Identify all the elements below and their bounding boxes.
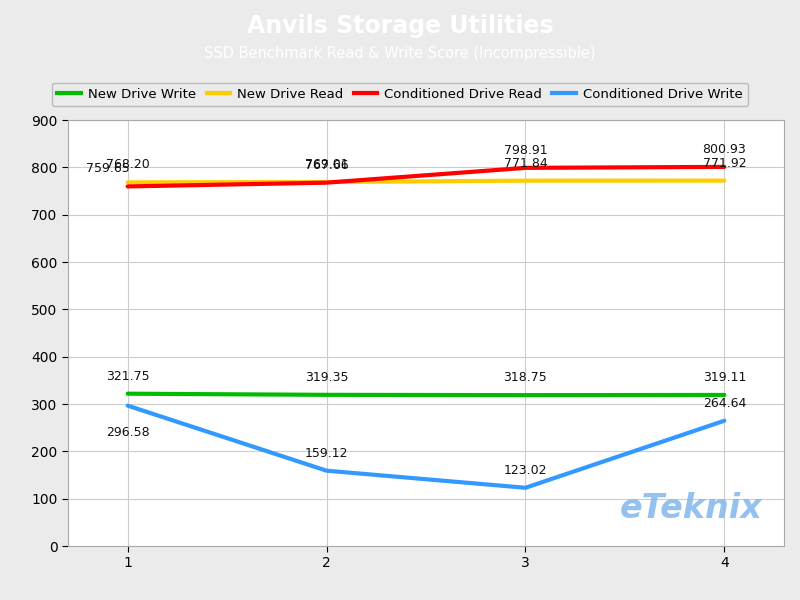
Text: 319.35: 319.35 xyxy=(305,371,348,384)
Text: 759.65: 759.65 xyxy=(86,163,130,175)
Text: 159.12: 159.12 xyxy=(305,446,348,460)
Text: 798.91: 798.91 xyxy=(504,144,547,157)
Text: 264.64: 264.64 xyxy=(702,397,746,410)
Text: 768.20: 768.20 xyxy=(106,158,150,171)
Text: 319.11: 319.11 xyxy=(702,371,746,384)
Text: 123.02: 123.02 xyxy=(504,464,547,476)
Text: 769.01: 769.01 xyxy=(305,158,348,171)
Text: 800.93: 800.93 xyxy=(702,143,746,156)
Text: 771.84: 771.84 xyxy=(503,157,547,170)
Legend: New Drive Write, New Drive Read, Conditioned Drive Read, Conditioned Drive Write: New Drive Write, New Drive Read, Conditi… xyxy=(52,83,748,106)
Text: SSD Benchmark Read & Write Score (Incompressible): SSD Benchmark Read & Write Score (Incomp… xyxy=(204,46,596,61)
Text: Anvils Storage Utilities: Anvils Storage Utilities xyxy=(246,14,554,38)
Text: 318.75: 318.75 xyxy=(503,371,547,384)
Text: eTeknix: eTeknix xyxy=(620,492,762,524)
Text: 296.58: 296.58 xyxy=(106,427,150,439)
Text: 771.92: 771.92 xyxy=(702,157,746,170)
Text: 321.75: 321.75 xyxy=(106,370,150,383)
Text: 767.66: 767.66 xyxy=(305,158,348,172)
